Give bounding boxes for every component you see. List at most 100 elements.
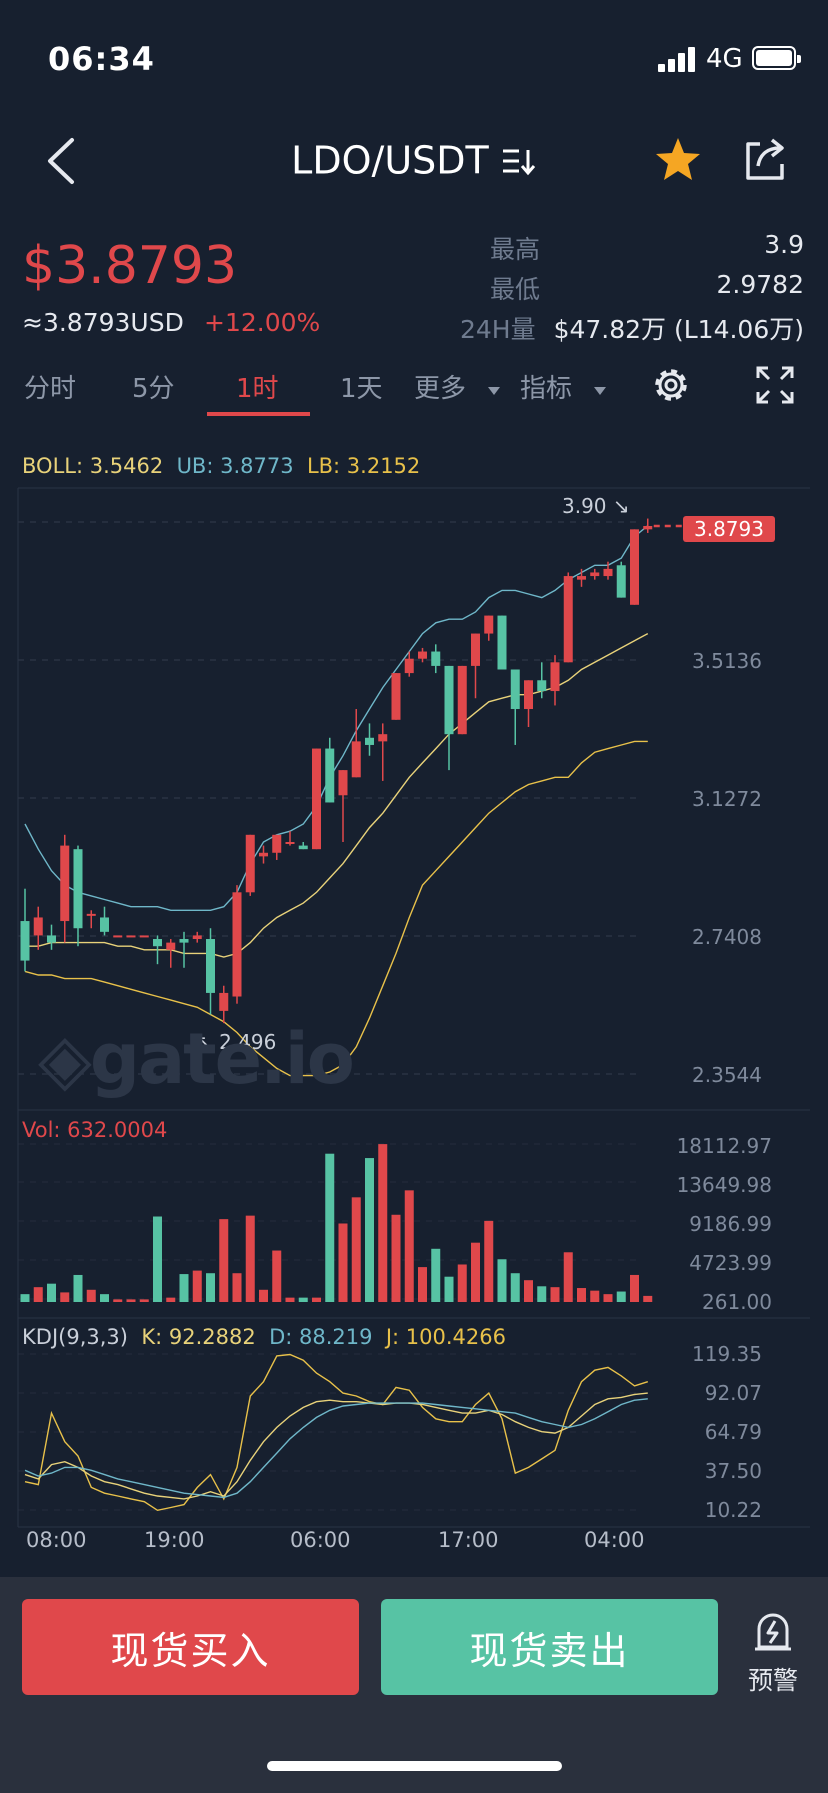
home-indicator: [267, 1761, 562, 1771]
volume-bar: [603, 1294, 613, 1302]
volume-bar: [259, 1289, 268, 1302]
nav-bar: LDO/USDT: [0, 110, 828, 210]
fullscreen-icon[interactable]: [756, 366, 794, 404]
volume-bar: [510, 1273, 520, 1302]
volume-bar: [457, 1264, 467, 1302]
candle-body: [338, 770, 348, 796]
volume-value: $47.82万 (L14.06万): [553, 315, 804, 344]
signal-icon: [658, 46, 698, 72]
time-axis-label: 04:00: [584, 1528, 645, 1552]
caret-down-icon: [594, 387, 607, 395]
candle-body: [259, 852, 268, 857]
volume-bar: [73, 1274, 83, 1302]
candle-body: [643, 526, 653, 530]
volume-bar: [431, 1248, 441, 1302]
kdj-axis-label: 10.22: [704, 1498, 762, 1522]
high-marker: 3.90 ↘: [562, 494, 630, 518]
kdj-d-value: D: 88.219: [269, 1325, 373, 1349]
volume-bar: [86, 1289, 96, 1302]
volume-bar: [497, 1259, 507, 1302]
volume-legend: Vol: 632.0004: [22, 1118, 168, 1142]
settings-gear-icon[interactable]: [650, 364, 692, 406]
volume-bar: [113, 1299, 123, 1302]
volume-bar: [232, 1273, 242, 1302]
volume-axis-label: 18112.97: [676, 1134, 772, 1158]
high-label: 最高: [490, 235, 541, 264]
price-axis-label: 3.1272: [692, 787, 762, 811]
low-marker: ↖ 2.496: [196, 1030, 277, 1054]
pair-title[interactable]: LDO/USDT: [0, 136, 828, 183]
price-change: +12.00%: [204, 308, 321, 337]
volume-bar: [192, 1270, 202, 1302]
volume-bar: [351, 1197, 361, 1302]
candle-body: [378, 734, 388, 742]
candle-body: [603, 568, 613, 577]
tab-timeline[interactable]: 分时: [24, 374, 77, 404]
price-alert-button[interactable]: 预警: [738, 1611, 808, 1697]
tab-indicator[interactable]: 指标: [520, 368, 608, 405]
candle-body: [325, 748, 335, 803]
volume-bar: [404, 1190, 414, 1302]
candle-body: [524, 680, 533, 710]
volume-bar: [590, 1290, 600, 1302]
candle-body: [232, 892, 242, 997]
volume-bar: [338, 1223, 348, 1302]
candle-body: [298, 845, 308, 850]
kline-chart[interactable]: [0, 480, 828, 1540]
tab-1day[interactable]: 1天: [340, 374, 383, 404]
candle-body: [166, 942, 176, 950]
kdj-legend: KDJ(9,3,3) K: 92.2882 D: 88.219 J: 100.4…: [22, 1325, 506, 1349]
candle-body: [113, 935, 123, 938]
volume-bar: [365, 1158, 374, 1302]
low-marker-value: 2.496: [219, 1030, 277, 1054]
tab-5min[interactable]: 5分: [132, 374, 175, 404]
active-tab-indicator: [207, 412, 310, 416]
gate-watermark-logo: ◈gate.io: [38, 1018, 355, 1100]
volume-bar: [471, 1242, 480, 1302]
low-value: 2.9782: [716, 270, 804, 299]
volume-bar: [550, 1287, 560, 1302]
spot-sell-button[interactable]: 现货卖出: [381, 1599, 718, 1695]
volume-bar: [391, 1214, 401, 1302]
candle-body: [206, 939, 215, 993]
kdj-axis-label: 64.79: [704, 1420, 762, 1444]
candle-body: [179, 939, 189, 943]
candle-body: [139, 935, 149, 938]
volume-bar: [206, 1273, 215, 1302]
status-bar: 06:34 4G: [0, 0, 828, 110]
kdj-axis-label: 37.50: [704, 1459, 762, 1483]
tab-more-label: 更多: [414, 374, 467, 404]
spot-buy-button[interactable]: 现货买入: [22, 1599, 359, 1695]
candle-body: [537, 680, 547, 692]
volume-bar: [20, 1294, 30, 1302]
time-axis-label: 08:00: [26, 1528, 87, 1552]
volume-bar: [272, 1250, 282, 1302]
price-axis-label: 3.5136: [692, 649, 762, 673]
volume-bar: [484, 1220, 494, 1302]
tab-1hour[interactable]: 1时: [236, 374, 279, 404]
candle-body: [153, 939, 162, 947]
volume-bar: [166, 1297, 176, 1302]
volume-bar: [577, 1288, 586, 1302]
candle-body: [471, 633, 480, 666]
volume-bar: [47, 1283, 56, 1302]
candle-body: [365, 737, 374, 745]
candle-body: [484, 615, 494, 634]
share-icon[interactable]: [742, 136, 788, 182]
volume-bar: [126, 1299, 136, 1302]
volume-bar: [524, 1280, 533, 1302]
candle-body: [457, 665, 467, 735]
boll-legend: BOLL: 3.5462 UB: 3.8773 LB: 3.2152: [22, 454, 420, 478]
volume-bar: [60, 1292, 70, 1302]
time-axis-label: 19:00: [144, 1528, 205, 1552]
back-icon[interactable]: [44, 136, 80, 186]
candle-body: [590, 572, 600, 577]
volume-bar: [33, 1287, 43, 1302]
volume-label: 24H量: [460, 315, 536, 344]
favorite-star-icon[interactable]: [654, 136, 702, 182]
boll-lower-line: [24, 740, 648, 1077]
candle-body: [33, 917, 43, 936]
candle-body: [550, 662, 560, 692]
tab-more[interactable]: 更多: [414, 368, 502, 405]
tab-indicator-label: 指标: [520, 374, 573, 404]
